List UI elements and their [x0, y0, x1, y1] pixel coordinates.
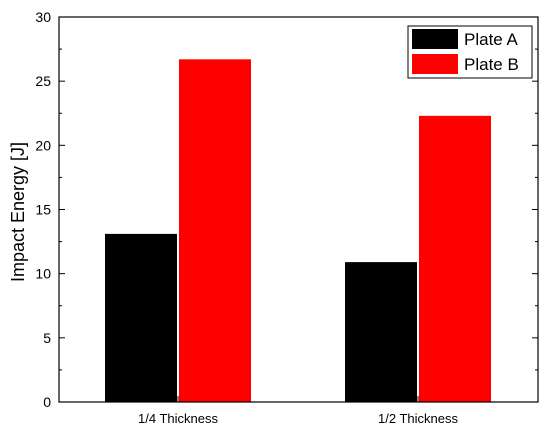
y-tick-label: 20 — [35, 137, 51, 153]
legend-swatch-plate-b — [412, 54, 458, 74]
y-tick-label: 30 — [35, 9, 51, 25]
legend: Plate A Plate B — [407, 25, 533, 79]
axes: 0 5 10 15 20 25 30 1/4 Thickness 1/2 Thickness — [35, 9, 539, 426]
bar-plate-a-1 — [105, 233, 177, 402]
bar-plate-b-1 — [179, 59, 251, 402]
y-tick-label: 15 — [35, 202, 51, 218]
y-axis-label: Impact Energy [J] — [8, 142, 28, 282]
legend-swatch-plate-a — [412, 29, 458, 49]
legend-label: Plate A — [464, 30, 519, 49]
y-tick-label: 0 — [43, 394, 51, 410]
bar-plate-a-2 — [345, 262, 417, 402]
bar-plate-b-2 — [419, 115, 491, 403]
x-tick-label: 1/2 Thickness — [378, 411, 458, 426]
y-tick-label: 5 — [43, 330, 51, 346]
y-tick-label: 25 — [35, 73, 51, 89]
plot-area — [105, 59, 491, 403]
y-tick-label: 10 — [35, 266, 51, 282]
x-tick-label: 1/4 Thickness — [138, 411, 218, 426]
legend-label: Plate B — [464, 55, 519, 74]
